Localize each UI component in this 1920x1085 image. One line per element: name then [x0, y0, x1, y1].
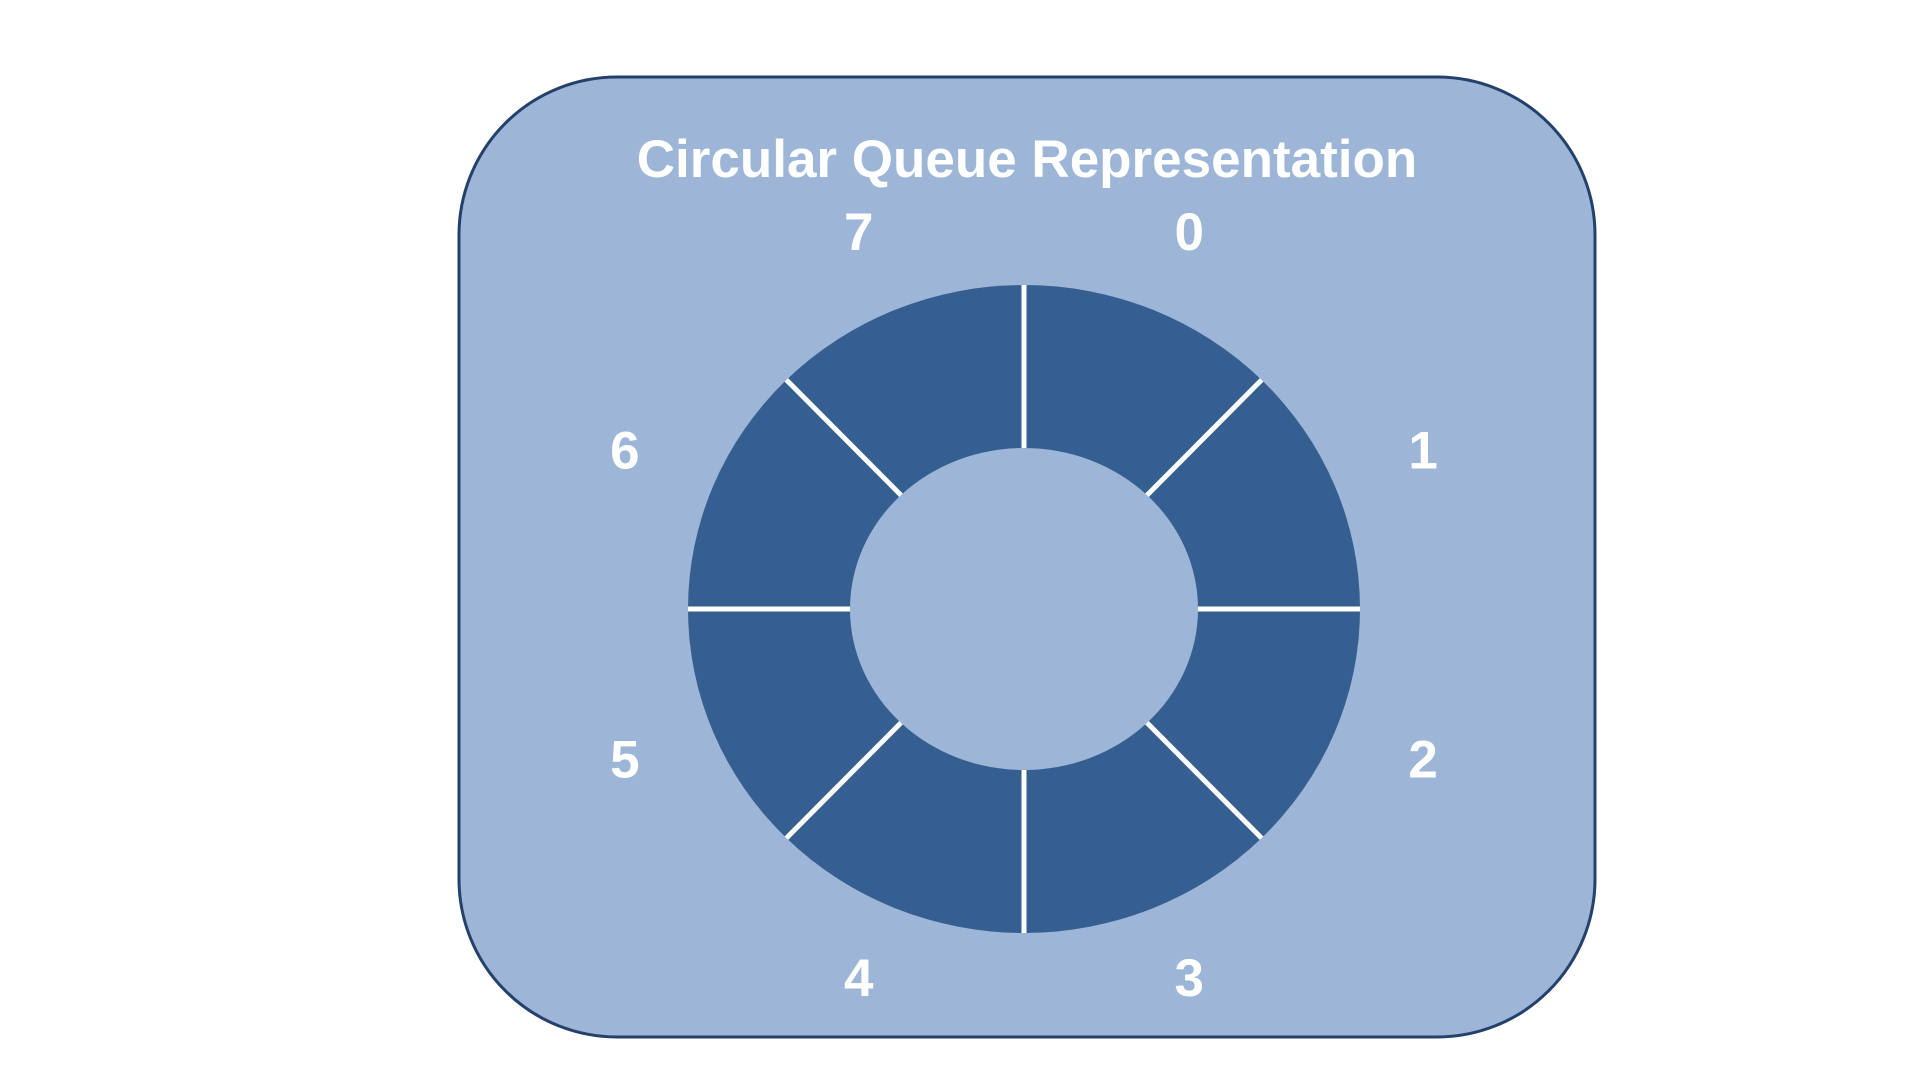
slot-label-2: 2: [1408, 731, 1437, 790]
slot-label-5: 5: [610, 731, 639, 790]
slot-label-6: 6: [610, 421, 639, 480]
diagram-title: Circular Queue Representation: [637, 130, 1417, 189]
slot-label-3: 3: [1175, 949, 1204, 1008]
slot-label-0: 0: [1175, 203, 1204, 262]
slot-label-4: 4: [844, 949, 874, 1008]
slot-label-7: 7: [844, 203, 873, 262]
slot-label-1: 1: [1408, 421, 1437, 480]
queue-ring-center: [850, 448, 1198, 770]
